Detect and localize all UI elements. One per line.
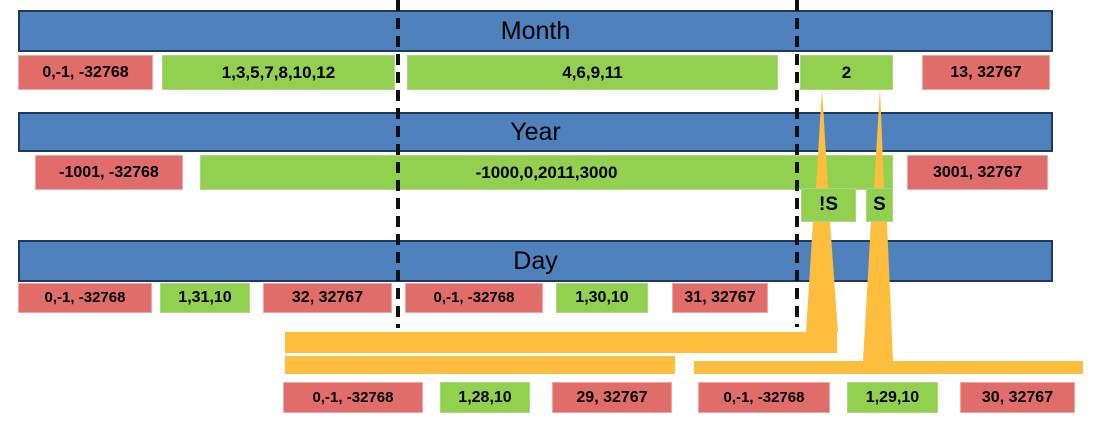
feb29-partition-valid: 1,29,10 — [847, 382, 938, 413]
month-bar: Month — [18, 10, 1053, 52]
not-leap-year-flag: !S — [801, 188, 856, 222]
year-partition-invalid-high: 3001, 32767 — [907, 155, 1048, 190]
feb28-partition-invalid-high: 29, 32767 — [552, 382, 672, 413]
flow-band-feb-nonleap-lower — [285, 356, 675, 374]
month-partition-30day-months: 4,6,9,11 — [407, 55, 778, 90]
scope-divider-line-2 — [795, 0, 799, 327]
day31-partition-invalid-low: 0,-1, -32768 — [18, 283, 152, 313]
feb29-partition-invalid-high: 30, 32767 — [960, 382, 1075, 413]
year-partition-invalid-low: -1001, -32768 — [35, 155, 183, 190]
year-bar: Year — [18, 112, 1053, 152]
day31-partition-valid: 1,31,10 — [160, 283, 250, 313]
day31-partition-invalid-high: 32, 32767 — [263, 283, 392, 313]
year-bar-title: Year — [510, 118, 561, 146]
month-partition-invalid-low: 0,-1, -32768 — [18, 55, 153, 90]
day30-partition-invalid-low: 0,-1, -32768 — [405, 283, 543, 313]
day30-partition-invalid-high: 31, 32767 — [672, 283, 768, 313]
day-bar-title: Day — [513, 247, 558, 275]
year-partition-valid: -1000,0,2011,3000 — [200, 155, 893, 190]
flow-band-feb-leap — [694, 361, 1083, 374]
feb29-partition-invalid-low: 0,-1, -32768 — [698, 382, 830, 413]
scope-divider-line-1 — [396, 0, 400, 328]
day30-partition-valid: 1,30,10 — [556, 283, 648, 313]
flow-band-feb-nonleap-upper — [285, 332, 837, 353]
month-partition-31day-months: 1,3,5,7,8,10,12 — [162, 55, 395, 90]
month-partition-february: 2 — [800, 55, 893, 90]
feb28-partition-invalid-low: 0,-1, -32768 — [283, 382, 423, 413]
leap-year-flag: S — [866, 188, 893, 222]
day-bar: Day — [18, 240, 1053, 282]
feb28-partition-valid: 1,28,10 — [440, 382, 530, 413]
month-partition-invalid-high: 13, 32767 — [922, 55, 1050, 90]
month-bar-title: Month — [500, 17, 571, 45]
